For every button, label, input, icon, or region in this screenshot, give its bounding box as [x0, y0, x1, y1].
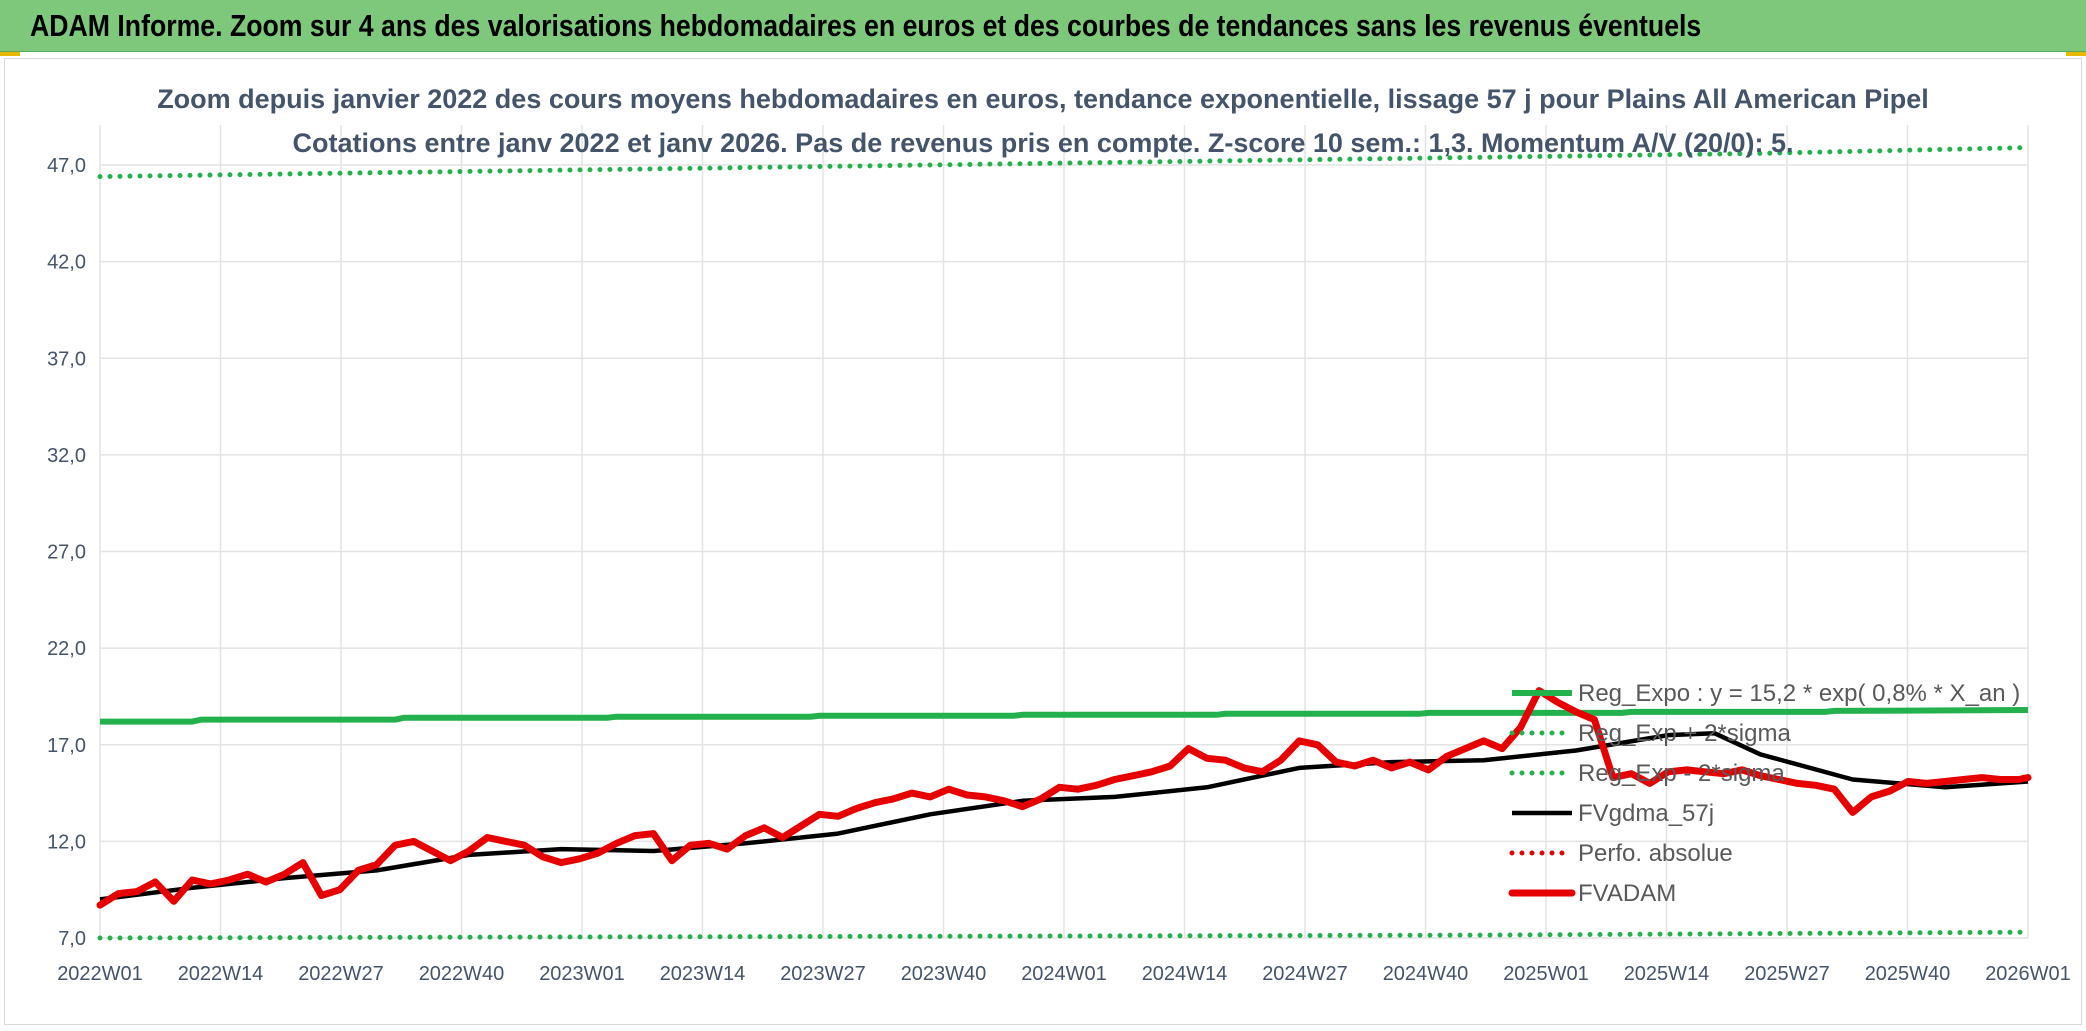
x-tick-label: 2025W27	[1744, 963, 1830, 985]
chart-subtitle: Cotations entre janv 2022 et janv 2026. …	[292, 128, 1793, 158]
legend: Reg_Expo : y = 15,2 * exp( 0,8% * X_an )…	[1508, 680, 2020, 907]
x-tick-label: 2025W01	[1503, 963, 1589, 985]
x-tick-label: 2024W40	[1383, 963, 1469, 985]
x-tick-label: 2023W01	[539, 963, 625, 985]
y-tick-label: 22,0	[47, 638, 86, 660]
y-tick-label: 47,0	[47, 155, 86, 177]
x-tick-label: 2023W27	[780, 963, 866, 985]
x-tick-label: 2025W40	[1865, 963, 1951, 985]
report-title: ADAM Informe. Zoom sur 4 ans des valoris…	[30, 8, 1702, 43]
y-tick-label: 17,0	[47, 735, 86, 757]
legend-entry: Reg_Exp - 2*sigma	[1578, 760, 1785, 787]
series-line-0	[100, 707, 2029, 725]
x-tick-label: 2022W01	[57, 963, 143, 985]
x-tick-label: 2026W01	[1985, 963, 2071, 985]
series-line-3	[99, 730, 2029, 902]
legend-entry: Perfo. absolue	[1578, 840, 1733, 867]
x-tick-label: 2024W27	[1262, 963, 1348, 985]
series-line-5	[96, 687, 2032, 909]
banner-accent-left	[0, 52, 20, 56]
legend-entry: Reg_Expo : y = 15,2 * exp( 0,8% * X_an )	[1578, 680, 2020, 707]
x-tick-label: 2023W14	[660, 963, 746, 985]
y-tick-label: 32,0	[47, 445, 86, 467]
chart-title: Zoom depuis janvier 2022 des cours moyen…	[157, 84, 1929, 114]
y-tick-label: 42,0	[47, 252, 86, 274]
axis-layer: 7,0 12,0 17,0 22,0 27,0 32,0 37,0 42,0 47,0 2022W…	[47, 155, 2071, 985]
series-line-1	[97, 145, 2031, 180]
x-tick-label: 2025W14	[1624, 963, 1710, 985]
x-tick-label: 2022W40	[419, 963, 505, 985]
report-banner: ADAM Informe. Zoom sur 4 ans des valoris…	[0, 0, 2086, 52]
x-tick-label: 2022W14	[178, 963, 264, 985]
y-tick-label: 37,0	[47, 348, 86, 370]
chart-frame	[4, 58, 2082, 1025]
legend-entry: FVADAM	[1578, 880, 1676, 907]
series-layer	[96, 145, 2032, 941]
legend-entry: FVgdma_57j	[1578, 800, 1714, 827]
y-tick-label: 7,0	[58, 928, 86, 950]
legend-entry: Reg_Exp + 2*sigma	[1578, 720, 1791, 747]
x-tick-label: 2024W01	[1021, 963, 1107, 985]
x-tick-label: 2023W40	[901, 963, 987, 985]
y-tick-label: 12,0	[47, 831, 86, 853]
y-tick-label: 27,0	[47, 542, 86, 564]
banner-accent-right	[2066, 52, 2086, 56]
x-tick-label: 2022W27	[298, 963, 384, 985]
grid-layer	[99, 125, 2029, 939]
x-tick-label: 2024W14	[1142, 963, 1228, 985]
